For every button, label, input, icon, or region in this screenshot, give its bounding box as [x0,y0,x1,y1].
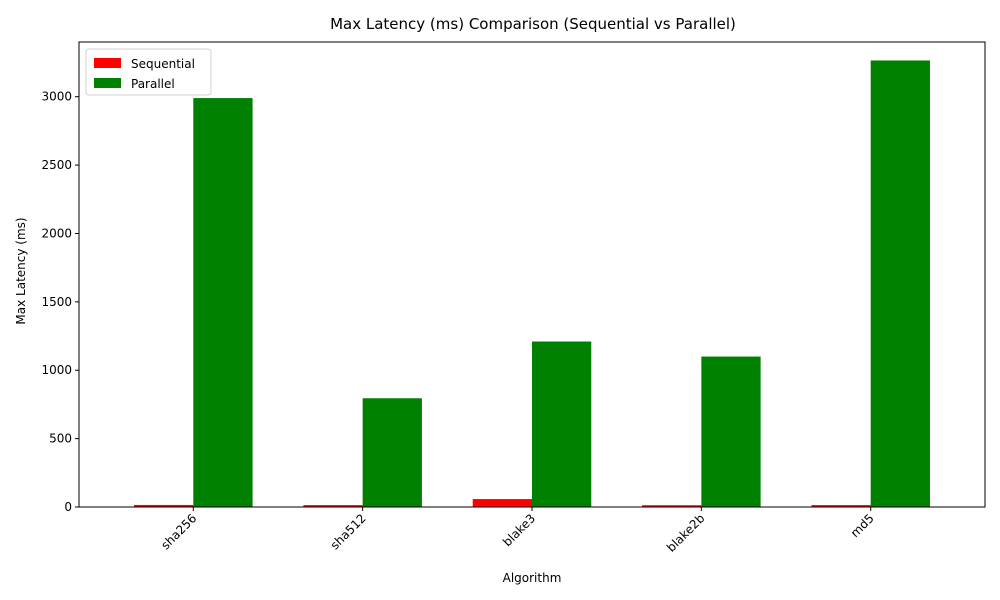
bar-parallel-sha512 [362,398,422,507]
y-tick-label: 1000 [41,363,72,377]
legend-swatch-sequential [94,58,121,68]
legend: Sequential Parallel [85,48,212,96]
legend-swatch-parallel [94,78,121,88]
bar-sequential-blake2b [642,505,702,507]
x-tick-label-sha256: sha256 [158,511,199,552]
x-tick-label-sha512: sha512 [328,511,369,552]
y-tick-label: 0 [64,500,72,514]
legend-label-parallel: Parallel [131,77,175,91]
y-axis-label: Max Latency (ms) [14,217,28,324]
y-tick-label: 3000 [41,90,72,104]
bar-parallel-md5 [870,60,930,508]
x-tick-label-blake3: blake3 [500,511,538,549]
y-tick-label: 500 [49,432,72,446]
y-tick-label: 2000 [41,226,72,240]
bar-sequential-sha512 [303,505,363,507]
bar-sequential-sha256 [134,504,194,507]
legend-label-sequential: Sequential [131,57,195,71]
chart-title: Max Latency (ms) Comparison (Sequential … [330,15,736,33]
x-axis: sha256 sha512 blake3 blake2b md5 [158,507,877,555]
x-tick-label-blake2b: blake2b [664,511,707,554]
y-tick-label: 2500 [41,158,72,172]
x-axis-label: Algorithm [503,571,562,585]
bar-parallel-blake3 [532,341,592,507]
plot-area [134,60,930,508]
bar-sequential-md5 [811,505,871,507]
y-tick-label: 1500 [41,295,72,309]
bar-parallel-blake2b [701,356,761,507]
y-axis: 0 500 1000 1500 2000 2500 3000 [41,90,79,514]
plot-frame [78,41,986,508]
bar-sequential-blake3 [472,499,532,507]
x-tick-label-md5: md5 [848,511,877,540]
bar-parallel-sha256 [193,98,253,507]
